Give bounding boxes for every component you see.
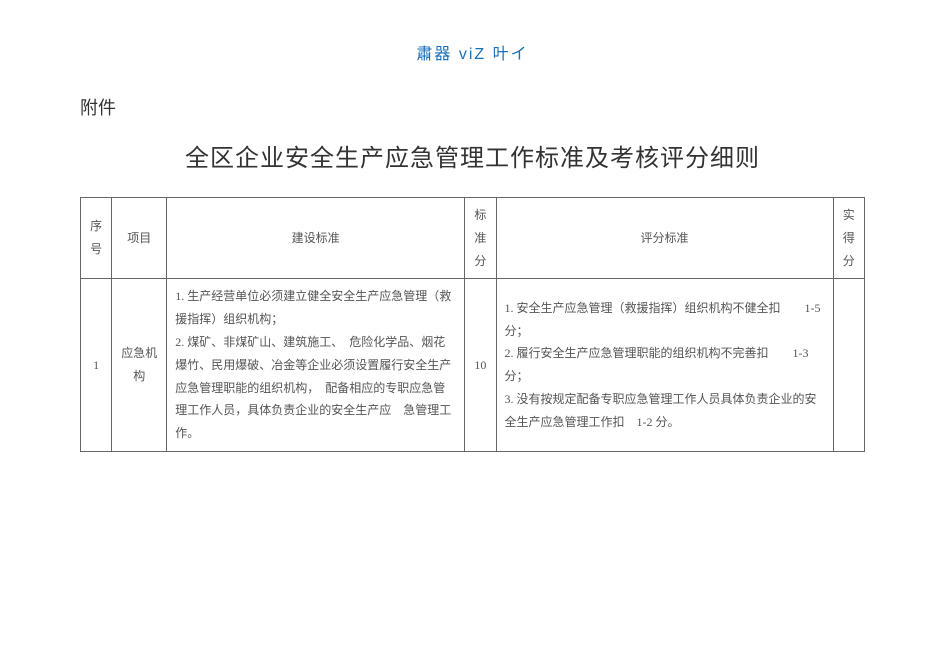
cell-item: 应急机构 [112, 279, 167, 452]
cell-score: 10 [465, 279, 496, 452]
build-criteria-item: 2. 煤矿、非煤矿山、建筑施工、 危险化学品、烟花爆竹、民用爆破、冶金等企业必须… [175, 331, 456, 445]
col-header-item: 项目 [112, 198, 167, 279]
col-header-actual: 实得分 [833, 198, 864, 279]
table-row: 1 应急机构 1. 生产经营单位必须建立健全安全生产应急管理（救援指挥）组织机构… [81, 279, 865, 452]
build-criteria-list: 1. 生产经营单位必须建立健全安全生产应急管理（救援指挥）组织机构； 2. 煤矿… [175, 285, 456, 445]
cell-build: 1. 生产经营单位必须建立健全安全生产应急管理（救援指挥）组织机构； 2. 煤矿… [167, 279, 465, 452]
document-title: 全区企业安全生产应急管理工作标准及考核评分细则 [80, 138, 865, 173]
eval-criteria-item: 1. 安全生产应急管理（救援指挥）组织机构不健全扣 1-5分； [505, 297, 825, 343]
eval-criteria-item: 3. 没有按规定配备专职应急管理工作人员具体负责企业的安全生产应急管理工作扣 1… [505, 388, 825, 434]
col-header-eval: 评分标准 [496, 198, 833, 279]
build-criteria-item: 1. 生产经营单位必须建立健全安全生产应急管理（救援指挥）组织机构； [175, 285, 456, 331]
eval-criteria-list: 1. 安全生产应急管理（救援指挥）组织机构不健全扣 1-5分； 2. 履行安全生… [505, 297, 825, 434]
table-header-row: 序号 项目 建设标准 标准分 评分标准 实得分 [81, 198, 865, 279]
col-header-score: 标准分 [465, 198, 496, 279]
cell-eval: 1. 安全生产应急管理（救援指挥）组织机构不健全扣 1-5分； 2. 履行安全生… [496, 279, 833, 452]
col-header-seq: 序号 [81, 198, 112, 279]
brand-header: 肅器 viZ 叶イ [80, 40, 865, 64]
cell-actual [833, 279, 864, 452]
attachment-label: 附件 [80, 94, 865, 120]
col-header-build: 建设标准 [167, 198, 465, 279]
cell-seq: 1 [81, 279, 112, 452]
standards-table: 序号 项目 建设标准 标准分 评分标准 实得分 1 应急机构 1. 生产经营单位… [80, 197, 865, 452]
document-page: 肅器 viZ 叶イ 附件 全区企业安全生产应急管理工作标准及考核评分细则 序号 … [0, 0, 945, 452]
eval-criteria-item: 2. 履行安全生产应急管理职能的组织机构不完善扣 1-3 分； [505, 342, 825, 388]
